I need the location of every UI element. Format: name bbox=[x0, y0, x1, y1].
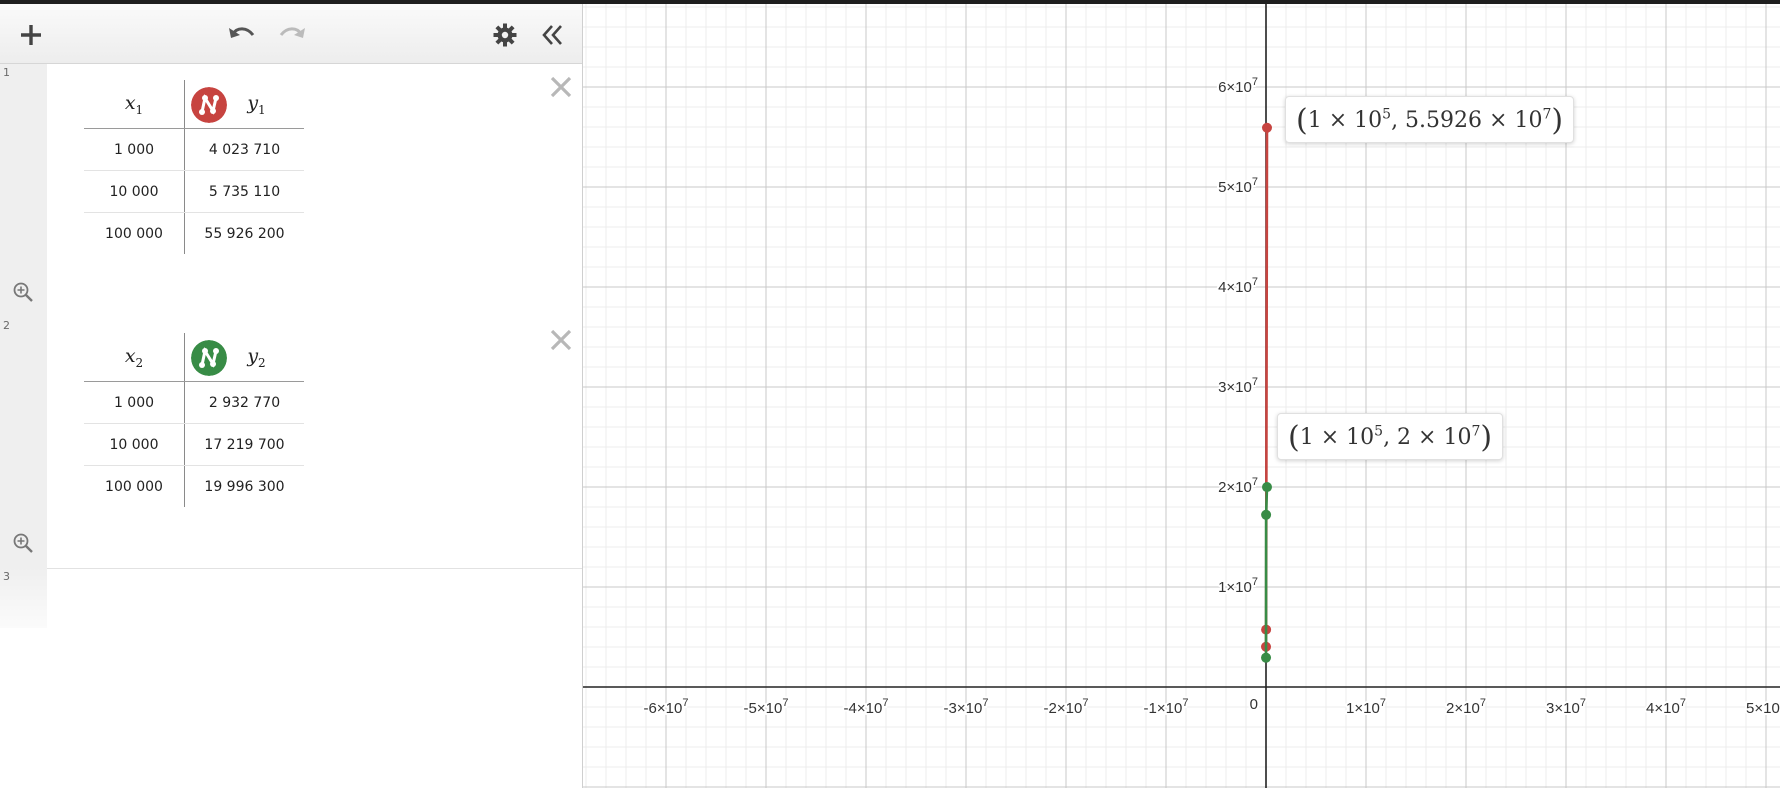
x-tick-label: -3×107 bbox=[944, 697, 989, 717]
zoom-fit-icon[interactable] bbox=[12, 532, 34, 554]
table-cell-y[interactable]: 4 023 710 bbox=[184, 128, 304, 171]
table-row[interactable]: 1 000 2 932 770 bbox=[84, 381, 304, 424]
x-tick-label: -4×107 bbox=[844, 697, 889, 717]
plus-icon[interactable] bbox=[14, 18, 48, 52]
zoom-fit-icon[interactable] bbox=[12, 281, 34, 303]
data-point[interactable] bbox=[1262, 122, 1272, 133]
expression-toolbar bbox=[0, 4, 582, 64]
expression-index: 1 bbox=[3, 66, 10, 79]
table-cell-y[interactable]: 55 926 200 bbox=[204, 225, 285, 242]
table-header-x[interactable]: x2 bbox=[84, 333, 185, 382]
close-icon[interactable] bbox=[548, 74, 574, 100]
expression-index: 3 bbox=[3, 570, 10, 583]
x-tick-label: -6×107 bbox=[644, 697, 689, 717]
x-tick-label: 5×107 bbox=[1746, 697, 1780, 717]
y-tick-label: 1×107 bbox=[1218, 576, 1258, 596]
table-row[interactable]: 10 000 5 735 110 bbox=[84, 170, 304, 213]
y-tick-label: 5×107 bbox=[1218, 176, 1258, 196]
table-cell-x[interactable]: 10 000 bbox=[84, 423, 185, 466]
y-tick-label: 6×107 bbox=[1218, 76, 1258, 96]
point-label[interactable]: (1 × 105, 2 × 107) bbox=[1277, 413, 1504, 461]
points-and-lines-icon[interactable] bbox=[191, 340, 227, 376]
table-cell-y[interactable]: 19 996 300 bbox=[204, 478, 285, 495]
x-tick-label: -5×107 bbox=[744, 697, 789, 717]
table-cell-x[interactable]: 100 000 bbox=[84, 212, 185, 254]
points-and-lines-icon[interactable] bbox=[191, 87, 227, 123]
y-tick-label: 2×107 bbox=[1218, 476, 1258, 496]
point-label[interactable]: (1 × 105, 5.5926 × 107) bbox=[1285, 95, 1575, 143]
y-tick-label: 3×107 bbox=[1218, 376, 1258, 396]
x-tick-label: -2×107 bbox=[1044, 697, 1089, 717]
expression-3[interactable]: 3 bbox=[0, 568, 582, 628]
table-header-y[interactable]: y1 bbox=[184, 80, 304, 129]
data-point[interactable] bbox=[1262, 482, 1272, 493]
graph-paper[interactable]: -6×107 -5×107 -4×107 -3×107 -2×107 -1×107 0 1×1… bbox=[583, 4, 1780, 788]
table-header-y[interactable]: y2 bbox=[184, 333, 304, 382]
expression-1[interactable]: 1 x1 bbox=[0, 64, 582, 318]
tick-labels: -6×107 -5×107 -4×107 -3×107 -2×107 -1×107 0 1×1… bbox=[642, 74, 1780, 719]
undo-icon[interactable] bbox=[225, 18, 259, 52]
close-icon[interactable] bbox=[548, 327, 574, 353]
table-cell-y[interactable]: 5 735 110 bbox=[184, 170, 304, 213]
table-row[interactable]: 1 000 4 023 710 bbox=[84, 128, 304, 171]
data-point[interactable] bbox=[1261, 652, 1272, 663]
table-cell-x[interactable]: 10 000 bbox=[84, 170, 185, 213]
data-point[interactable] bbox=[1261, 509, 1272, 520]
expression-gutter: 1 bbox=[0, 64, 47, 317]
graph-canvas[interactable]: -6×107 -5×107 -4×107 -3×107 -2×107 -1×107 0 1×1… bbox=[583, 4, 1780, 788]
redo-icon[interactable] bbox=[275, 18, 309, 52]
table-cell-y[interactable]: 2 932 770 bbox=[184, 381, 304, 424]
data-table: x2 y2 1 000 2 932 770 bbox=[84, 333, 304, 507]
major-gridlines bbox=[583, 4, 1780, 788]
x-tick-label: 3×107 bbox=[1546, 697, 1586, 717]
data-series bbox=[1261, 122, 1272, 663]
gear-icon[interactable] bbox=[488, 18, 522, 52]
window-top-edge bbox=[0, 0, 1780, 4]
expression-2[interactable]: 2 x2 bbox=[0, 317, 582, 569]
table-cell-y[interactable]: 17 219 700 bbox=[184, 423, 304, 466]
x-tick-label: 0 bbox=[1250, 696, 1258, 713]
double-chevron-left-icon[interactable] bbox=[536, 18, 570, 52]
expression-gutter: 2 bbox=[0, 317, 47, 568]
data-table: x1 y1 1 000 4 023 710 bbox=[84, 80, 304, 254]
minor-gridlines bbox=[583, 4, 1780, 788]
table-row[interactable]: 100 000 19 996 300 bbox=[84, 465, 304, 507]
table-cell-x[interactable]: 100 000 bbox=[84, 465, 185, 507]
table-cell-x[interactable]: 1 000 bbox=[84, 381, 185, 424]
x-tick-label: -1×107 bbox=[1144, 697, 1189, 717]
expression-index: 2 bbox=[3, 319, 10, 332]
y-tick-label: 4×107 bbox=[1218, 276, 1258, 296]
table-cell-x[interactable]: 1 000 bbox=[84, 128, 185, 171]
x-tick-label: 2×107 bbox=[1446, 697, 1486, 717]
x-tick-label: 4×107 bbox=[1646, 697, 1686, 717]
table-row[interactable]: 100 000 55 926 200 bbox=[84, 212, 304, 254]
expression-gutter: 3 bbox=[0, 568, 47, 628]
expression-panel: 1 x1 bbox=[0, 4, 583, 788]
table-row[interactable]: 10 000 17 219 700 bbox=[84, 423, 304, 466]
table-header-x[interactable]: x1 bbox=[84, 80, 185, 129]
x-tick-label: 1×107 bbox=[1346, 697, 1386, 717]
axes bbox=[583, 4, 1780, 788]
